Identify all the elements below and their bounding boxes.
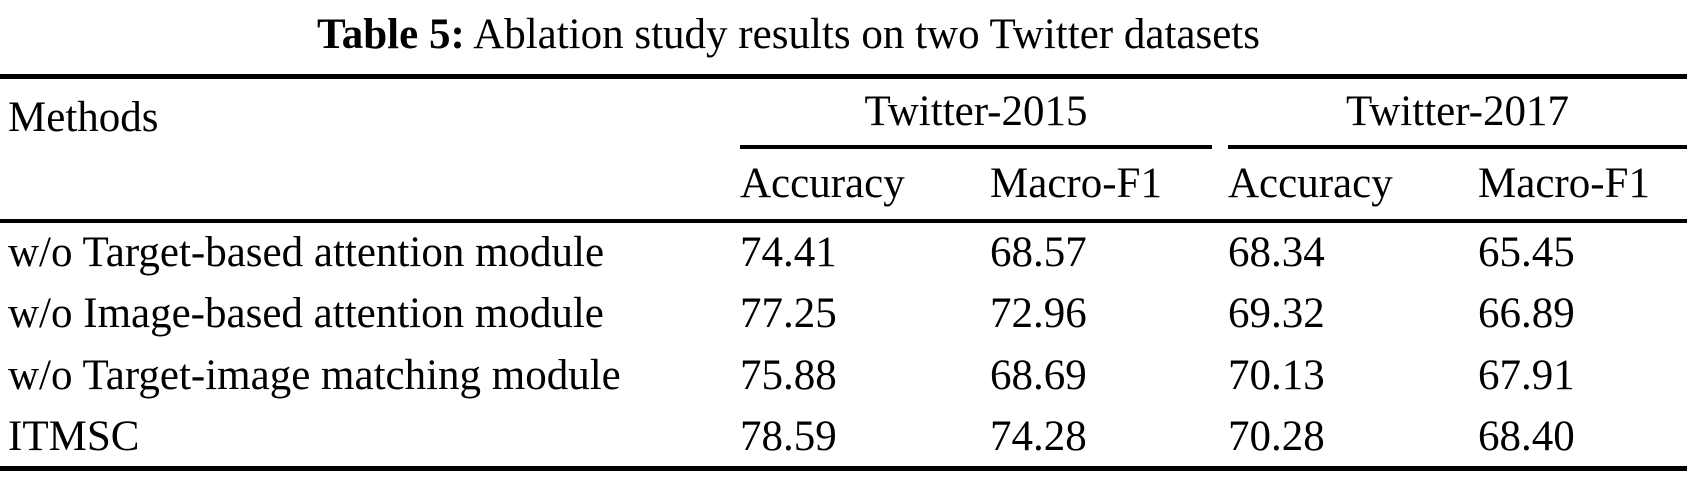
value-cell: 68.69 <box>990 352 1087 399</box>
value-cell: 67.91 <box>1478 352 1575 399</box>
column-group-twitter-2017: Twitter-2017 <box>1228 76 1687 149</box>
table-row: w/o Image-based attention module 77.25 7… <box>0 283 1687 345</box>
column-header-macrof1-2017: Macro-F1 <box>1478 146 1687 223</box>
column-header-accuracy-2017: Accuracy <box>1228 146 1478 223</box>
spacer-cell <box>1212 221 1228 283</box>
column-header-methods: Methods <box>0 76 740 223</box>
table-caption: Table 5: Ablation study results on two T… <box>0 0 1687 74</box>
table-row: ITMSC 78.59 74.28 70.28 68.40 <box>0 406 1687 471</box>
value-cell: 68.40 <box>1478 406 1687 471</box>
spacer-cell <box>1212 406 1228 471</box>
table-row: w/o Target-image matching module 75.88 6… <box>0 345 1687 407</box>
header-group-row: Methods Twitter-2015 Twitter-2017 <box>0 76 1687 223</box>
column-header-accuracy-2015: Accuracy <box>740 146 990 223</box>
value-cell: 74.28 <box>990 406 1212 471</box>
value-cell: 65.45 <box>1478 229 1575 276</box>
method-cell: w/o Image-based attention module <box>8 290 604 337</box>
value-cell: 68.57 <box>990 229 1087 276</box>
value-cell: 74.41 <box>740 229 837 276</box>
value-cell: 72.96 <box>990 290 1087 337</box>
spacer-cell <box>1212 345 1228 407</box>
ablation-results-table: Methods Twitter-2015 Twitter-2017 Accura… <box>0 74 1687 471</box>
value-cell: 66.89 <box>1478 290 1575 337</box>
table-caption-text: Ablation study results on two Twitter da… <box>464 11 1260 58</box>
value-cell: 77.25 <box>740 290 837 337</box>
value-cell: 70.28 <box>1228 406 1478 471</box>
value-cell: 75.88 <box>740 352 837 399</box>
value-cell: 69.32 <box>1228 290 1325 337</box>
method-cell: ITMSC <box>0 406 740 471</box>
method-cell: w/o Target-image matching module <box>8 352 621 399</box>
table-row: w/o Target-based attention module 74.41 … <box>0 221 1687 283</box>
spacer-cell <box>1212 283 1228 345</box>
method-cell: w/o Target-based attention module <box>8 229 605 276</box>
column-header-macrof1-2015: Macro-F1 <box>990 146 1212 223</box>
column-group-twitter-2015: Twitter-2015 <box>740 76 1212 149</box>
value-cell: 68.34 <box>1228 229 1325 276</box>
value-cell: 70.13 <box>1228 352 1325 399</box>
table-caption-label: Table 5: <box>317 11 465 58</box>
column-group-spacer <box>1212 76 1228 223</box>
header-sub-row: Accuracy Macro-F1 Accuracy Macro-F1 <box>0 146 1687 223</box>
value-cell: 78.59 <box>740 406 990 471</box>
